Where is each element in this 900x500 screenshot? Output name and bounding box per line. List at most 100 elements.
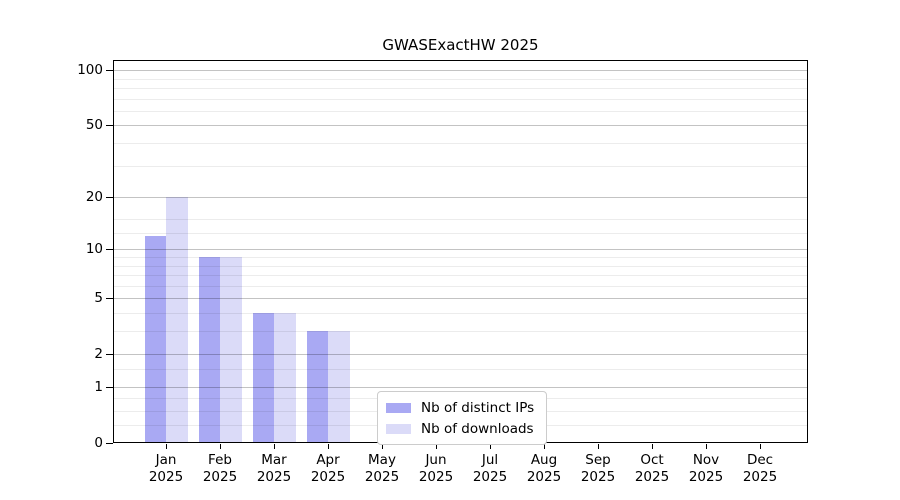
x-tick-label: Jul 2025	[460, 452, 520, 485]
x-axis-tick	[165, 443, 167, 449]
x-tick-label: Jan 2025	[136, 452, 196, 485]
bar-downloads	[166, 197, 188, 443]
x-tick-year: 2025	[472, 468, 508, 485]
minor-gridline	[113, 143, 808, 145]
major-gridline	[113, 197, 808, 199]
bar-downloads	[274, 313, 296, 443]
x-tick-label: May 2025	[352, 452, 412, 485]
minor-gridline	[113, 369, 808, 371]
x-tick-month: Jul	[481, 452, 499, 468]
y-axis-tick	[106, 386, 113, 388]
x-tick-year: 2025	[742, 468, 778, 485]
bar-distinct-ips	[306, 331, 328, 443]
x-tick-label: Feb 2025	[190, 452, 250, 485]
x-tick-year: 2025	[148, 468, 184, 485]
x-tick-month: Jun	[425, 452, 447, 468]
x-tick-month: Aug	[530, 452, 558, 468]
bar-distinct-ips	[198, 257, 220, 443]
y-axis-tick	[106, 442, 113, 444]
minor-gridline	[113, 257, 808, 259]
x-tick-label: Oct 2025	[622, 452, 682, 485]
x-tick-label: Mar 2025	[244, 452, 304, 485]
legend-entry: Nb of downloads	[386, 418, 534, 439]
y-axis-tick	[106, 196, 113, 198]
x-axis-tick	[327, 443, 329, 449]
minor-gridline	[113, 331, 808, 333]
major-gridline	[113, 249, 808, 251]
x-tick-year: 2025	[310, 468, 346, 485]
bar-downloads	[328, 331, 350, 443]
y-axis-tick	[106, 124, 113, 127]
y-tick-label: 10	[85, 241, 103, 258]
x-tick-label: Sep 2025	[568, 452, 628, 485]
x-tick-label: Aug 2025	[514, 452, 574, 485]
x-tick-year: 2025	[256, 468, 292, 485]
minor-gridline	[113, 110, 808, 112]
legend-entry: Nb of distinct IPs	[386, 397, 534, 418]
y-tick-label: 0	[94, 435, 103, 452]
minor-gridline	[113, 165, 808, 167]
legend-entry-label: Nb of distinct IPs	[421, 399, 535, 416]
x-tick-month: Oct	[640, 452, 664, 468]
x-tick-label: Apr 2025	[298, 452, 358, 485]
x-tick-month: Feb	[208, 452, 232, 468]
y-tick-label: 2	[94, 346, 103, 363]
x-tick-month: May	[368, 452, 396, 468]
bar-distinct-ips	[252, 313, 274, 443]
x-tick-year: 2025	[418, 468, 454, 485]
x-tick-year: 2025	[364, 468, 400, 485]
legend-entry-label: Nb of downloads	[421, 420, 534, 437]
x-axis-tick	[651, 443, 653, 449]
bar-distinct-ips	[144, 235, 166, 443]
major-gridline	[113, 125, 808, 127]
x-tick-month: Sep	[585, 452, 611, 468]
y-axis-tick	[106, 353, 113, 356]
x-tick-month: Nov	[692, 452, 720, 468]
y-tick-label: 20	[85, 189, 103, 206]
minor-gridline	[113, 232, 808, 234]
x-tick-month: Mar	[261, 452, 287, 468]
y-axis-tick	[106, 69, 113, 71]
x-tick-year: 2025	[526, 468, 562, 485]
x-tick-year: 2025	[202, 468, 238, 485]
major-gridline	[113, 70, 808, 72]
y-axis-tick	[106, 297, 113, 300]
x-tick-label: Dec 2025	[730, 452, 790, 485]
bar-downloads	[220, 257, 242, 443]
minor-gridline	[113, 275, 808, 277]
chart-title: GWASExactHW 2025	[382, 36, 539, 54]
minor-gridline	[113, 78, 808, 80]
x-tick-label: Jun 2025	[406, 452, 466, 485]
x-axis-tick	[759, 443, 761, 449]
x-axis-tick	[435, 443, 437, 449]
major-gridline	[113, 298, 808, 300]
major-gridline	[113, 354, 808, 356]
y-tick-label: 1	[94, 379, 103, 396]
y-tick-label: 5	[94, 290, 103, 307]
x-axis-tick	[273, 443, 275, 449]
legend: Nb of distinct IPs Nb of downloads	[377, 391, 548, 445]
x-tick-month: Dec	[746, 452, 774, 468]
x-tick-month: Jan	[155, 452, 177, 468]
x-axis-tick	[381, 443, 383, 449]
y-axis-tick	[106, 248, 113, 251]
x-axis-tick	[705, 443, 707, 449]
x-tick-year: 2025	[688, 468, 724, 485]
legend-swatch	[386, 423, 411, 434]
minor-gridline	[113, 87, 808, 89]
minor-gridline	[113, 219, 808, 221]
minor-gridline	[113, 265, 808, 267]
x-axis-tick	[543, 443, 545, 449]
x-tick-year: 2025	[634, 468, 670, 485]
minor-gridline	[113, 285, 808, 287]
major-gridline	[113, 387, 808, 389]
x-tick-year: 2025	[580, 468, 616, 485]
x-tick-label: Nov 2025	[676, 452, 736, 485]
x-axis-tick	[489, 443, 491, 449]
minor-gridline	[113, 98, 808, 100]
minor-gridline	[113, 313, 808, 315]
x-tick-month: Apr	[316, 452, 340, 468]
y-tick-label: 50	[85, 117, 103, 134]
legend-swatch	[386, 402, 411, 413]
